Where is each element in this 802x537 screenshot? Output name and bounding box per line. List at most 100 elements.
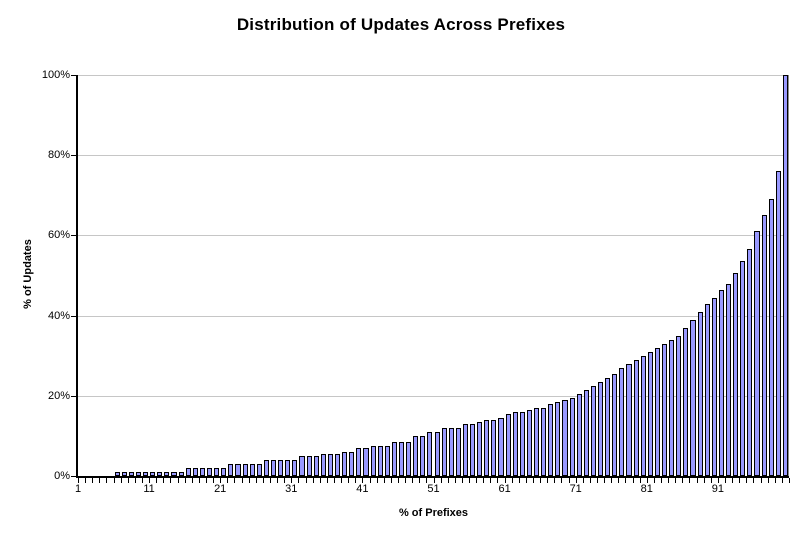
- bar: [128, 472, 134, 476]
- x-tick-mark: [604, 478, 606, 483]
- bar: [427, 432, 433, 476]
- plot-border-right: [788, 75, 789, 476]
- x-tick-mark: [490, 478, 492, 483]
- bar: [171, 472, 177, 476]
- bar: [413, 436, 419, 476]
- bar: [214, 468, 220, 476]
- x-tick-mark: [326, 478, 328, 483]
- bar: [441, 428, 447, 476]
- x-tick-mark: [554, 478, 556, 483]
- bar: [306, 456, 312, 476]
- x-tick-mark: [781, 478, 783, 483]
- y-tick-mark: [71, 155, 76, 157]
- x-tick-mark: [597, 478, 599, 483]
- x-tick-mark: [518, 478, 520, 483]
- bar: [711, 298, 717, 476]
- y-axis-line: [76, 75, 78, 478]
- y-tick-label: 40%: [47, 309, 70, 322]
- bar: [370, 446, 376, 476]
- bar: [228, 464, 234, 476]
- x-tick-mark: [390, 478, 392, 483]
- x-tick-label: 11: [143, 483, 155, 495]
- x-tick-mark: [405, 478, 407, 483]
- bar: [398, 442, 405, 476]
- x-tick-mark: [127, 478, 129, 483]
- x-tick-mark: [696, 478, 698, 483]
- bar: [704, 304, 710, 476]
- x-tick-mark: [141, 478, 143, 483]
- bar: [747, 249, 753, 476]
- bar: [462, 424, 469, 476]
- x-tick-mark: [348, 478, 350, 483]
- x-tick-mark: [533, 478, 535, 483]
- bar: [761, 215, 767, 476]
- x-tick-mark: [355, 478, 357, 483]
- bar: [569, 398, 575, 476]
- x-tick-mark: [106, 478, 108, 483]
- x-tick-mark: [113, 478, 115, 483]
- x-tick-mark: [305, 478, 307, 483]
- bar: [541, 408, 547, 476]
- x-tick-mark: [611, 478, 613, 483]
- x-tick-label: 91: [711, 483, 725, 495]
- x-tick-mark: [376, 478, 378, 483]
- x-tick-mark: [504, 478, 506, 483]
- bar: [662, 344, 668, 476]
- bar: [690, 320, 696, 476]
- x-tick-mark: [248, 478, 250, 483]
- bar: [342, 452, 348, 476]
- x-tick-mark: [575, 478, 577, 483]
- x-tick-mark: [682, 478, 684, 483]
- x-tick-mark: [753, 478, 755, 483]
- x-tick-mark: [134, 478, 136, 483]
- bar: [434, 432, 440, 476]
- bar: [590, 386, 597, 476]
- x-tick-mark: [255, 478, 257, 483]
- gridline: [78, 155, 789, 157]
- y-tick-mark: [71, 476, 76, 477]
- x-tick-mark: [767, 478, 769, 483]
- x-tick-mark: [156, 478, 158, 483]
- x-tick-mark: [461, 478, 463, 483]
- x-tick-label: 51: [427, 483, 440, 495]
- bar: [320, 454, 326, 476]
- bar: [334, 454, 341, 476]
- bar: [384, 446, 390, 476]
- x-tick-mark: [262, 478, 264, 483]
- x-tick-mark: [397, 478, 399, 483]
- x-tick-mark: [85, 478, 87, 483]
- x-tick-mark: [312, 478, 314, 483]
- bar: [782, 75, 788, 476]
- x-tick-mark: [433, 478, 435, 483]
- bar: [192, 468, 198, 476]
- x-tick-mark: [454, 478, 456, 483]
- x-tick-mark: [447, 478, 449, 483]
- x-tick-mark: [120, 478, 122, 483]
- bar: [178, 472, 184, 476]
- x-tick-mark: [284, 478, 286, 483]
- x-tick-mark: [476, 478, 478, 483]
- bar: [470, 424, 476, 476]
- bar: [477, 422, 483, 476]
- bar: [249, 464, 255, 476]
- bar: [235, 464, 241, 476]
- x-tick-mark: [646, 478, 648, 483]
- x-tick-mark: [589, 478, 591, 483]
- bar: [683, 328, 689, 476]
- x-tick-mark: [582, 478, 584, 483]
- x-tick-label: 61: [498, 483, 511, 495]
- bar: [669, 340, 675, 476]
- bar: [349, 452, 355, 476]
- bar: [391, 442, 397, 476]
- bar: [733, 273, 739, 476]
- x-tick-mark: [333, 478, 335, 483]
- x-tick-mark: [92, 478, 94, 483]
- bar: [605, 378, 611, 476]
- bar: [114, 472, 120, 476]
- x-tick-mark: [99, 478, 101, 483]
- bar: [775, 171, 781, 476]
- x-tick-label: 21: [214, 483, 227, 495]
- bar: [299, 456, 305, 476]
- bar: [697, 312, 703, 476]
- x-axis-tick-labels: 1 11 21 31 41 51 61 71 81 91: [75, 483, 789, 497]
